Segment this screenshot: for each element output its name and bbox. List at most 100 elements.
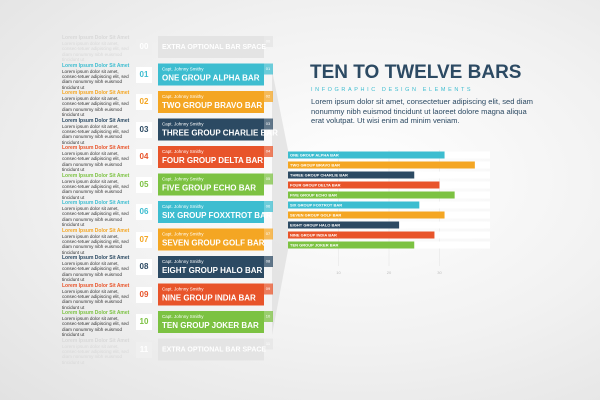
bar-label: THREE GROUP CHARLIE BAR: [290, 172, 348, 177]
row-number: 05: [136, 176, 152, 193]
ribbon: [158, 91, 264, 113]
row-heading: Lorem Ipsum Dolor Sit Amet: [62, 90, 130, 96]
bar-label: TWO GROUP BRAVO BAR: [290, 162, 340, 167]
ribbon-label: TWO GROUP BRAVO BAR: [162, 101, 262, 110]
row-number: 08: [136, 259, 152, 275]
bar-label: FOUR GROUP DELTA BAR: [290, 182, 341, 187]
ribbon-label: SIX GROUP FOXXTROT BAR: [162, 211, 272, 220]
row-heading: Lorem Ipsum Dolor Sit Amet: [62, 35, 130, 41]
ribbon: [158, 338, 264, 361]
row-body: Lorem ipsum dolor sit amet, consec-tetue…: [62, 151, 129, 173]
ribbon-label: EXTRA OPTIONAL BAR SPACE: [162, 44, 266, 51]
ribbon-number: 04: [266, 149, 271, 154]
ribbon-caption: Capt. Johnny Smithy: [162, 204, 204, 209]
row-number: 06: [136, 204, 152, 220]
bar-label: SIX GROUP FOXTROT BAR: [290, 202, 342, 207]
row-heading: Lorem Ipsum Dolor Sit Amet: [62, 117, 130, 124]
ribbon-tab: [263, 146, 273, 157]
ribbon-number: 08: [266, 259, 271, 264]
ribbon-tab: [263, 91, 273, 102]
row-body: Lorem ipsum dolor sit amet, consec-tetue…: [62, 343, 129, 365]
row-body: Lorem ipsum dolor sit amet, consec-tetue…: [62, 68, 129, 90]
row-heading: Lorem Ipsum Dolor Sit Amet: [62, 172, 130, 179]
bar: [288, 221, 400, 229]
ribbon-tab: [263, 283, 273, 295]
ribbon-label: ONE GROUP ALPHA BAR: [162, 74, 260, 83]
bar: [288, 231, 435, 239]
ribbon-caption: Capt. Johnny Smithy: [162, 314, 204, 319]
ribbon-caption: Capt. Johnny Smithy: [162, 67, 204, 72]
row-body: Lorem ipsum dolor sit amet, consec-tetue…: [62, 261, 129, 283]
ribbon: [158, 118, 264, 141]
bar: [288, 191, 455, 199]
ribbon: [158, 283, 264, 306]
ribbon: [158, 63, 264, 86]
row-number: 03: [136, 121, 152, 138]
row-number: 04: [136, 149, 152, 165]
ribbon-caption: Capt. Johnny Smithy: [162, 94, 204, 99]
row-number: 10: [136, 314, 152, 330]
x-tick-label: 20: [387, 270, 392, 275]
bar: [288, 171, 415, 179]
x-tick-label: 30: [437, 270, 442, 275]
ribbon-tab: [263, 228, 273, 240]
bar: [288, 161, 475, 169]
ribbon-tab: [263, 256, 273, 267]
bar-label: SEVEN GROUP GOLF BAR: [290, 212, 341, 217]
ribbon-number: 06: [266, 204, 271, 209]
ribbon-tab: [263, 338, 273, 350]
ribbon-caption: Capt. Johnny Smithy: [162, 177, 204, 182]
bar-label: ONE GROUP ALPHA BAR: [290, 152, 339, 157]
row-body: Lorem ipsum dolor sit amet, consec-tetue…: [62, 178, 129, 200]
row-number: 11: [136, 341, 152, 358]
connector: [272, 70, 288, 335]
ribbon-label: EXTRA OPTIONAL BAR SPACE: [162, 346, 266, 353]
ribbon-label: FIVE GROUP ECHO BAR: [162, 184, 256, 193]
ribbon: [158, 201, 264, 223]
bar: [288, 151, 445, 159]
row-body: Lorem ipsum dolor sit amet, consec-tetue…: [62, 96, 129, 118]
ribbon-number: 03: [266, 121, 271, 126]
ribbon-tab: [263, 201, 273, 212]
ribbon-tab: [263, 118, 273, 130]
row-heading: Lorem Ipsum Dolor Sit Amet: [62, 227, 130, 234]
ribbon-number: 01: [266, 66, 271, 71]
ribbon-caption: Capt. Johnny Smithy: [162, 232, 204, 237]
ribbon-number: 09: [266, 286, 271, 291]
ribbon-label: TEN GROUP JOKER BAR: [162, 321, 259, 330]
row-heading: Lorem Ipsum Dolor Sit Amet: [62, 337, 130, 344]
title: TEN TO TWELVE BARS: [310, 62, 522, 83]
ribbon-number: 02: [266, 94, 271, 99]
ribbon-caption: Capt. Johnny Smithy: [162, 122, 204, 127]
bar: [288, 211, 445, 219]
ribbon-tab: [263, 311, 273, 322]
row-heading: Lorem Ipsum Dolor Sit Amet: [62, 145, 130, 151]
ribbon-label: THREE GROUP CHARLIE BAR: [162, 129, 278, 138]
ribbon-number: 07: [266, 231, 271, 236]
ribbon-number: 00: [266, 39, 271, 44]
row-body: Lorem ipsum dolor sit amet, consec-tetue…: [62, 206, 129, 228]
row-heading: Lorem Ipsum Dolor Sit Amet: [62, 62, 130, 69]
row-heading: Lorem Ipsum Dolor Sit Amet: [62, 282, 130, 289]
ribbon-label: NINE GROUP INDIA BAR: [162, 294, 256, 303]
row-number: 02: [136, 94, 152, 110]
row-heading: Lorem Ipsum Dolor Sit Amet: [62, 255, 130, 261]
ribbon-number: 05: [266, 176, 271, 181]
ribbon-caption: Capt. Johnny Smithy: [162, 287, 204, 292]
row-number: 07: [136, 231, 152, 248]
bar-label: TEN GROUP JOKER BAR: [290, 242, 338, 247]
ribbon-number: 10: [266, 314, 271, 319]
row-body: Lorem ipsum dolor sit amet, consec-tetue…: [62, 41, 129, 63]
ribbon: [158, 256, 264, 278]
ribbon-tab: [263, 36, 273, 47]
ribbon-number: 11: [266, 341, 271, 346]
bar-label: EIGHT GROUP HALO BAR: [290, 222, 340, 227]
ribbon-label: FOUR GROUP DELTA BAR: [162, 156, 263, 165]
ribbon-tab: [263, 173, 273, 185]
ribbon: [158, 173, 264, 196]
row-heading: Lorem Ipsum Dolor Sit Amet: [62, 200, 130, 206]
row-body: Lorem ipsum dolor sit amet, consec-tetue…: [62, 288, 129, 310]
ribbon-tab: [263, 63, 273, 75]
